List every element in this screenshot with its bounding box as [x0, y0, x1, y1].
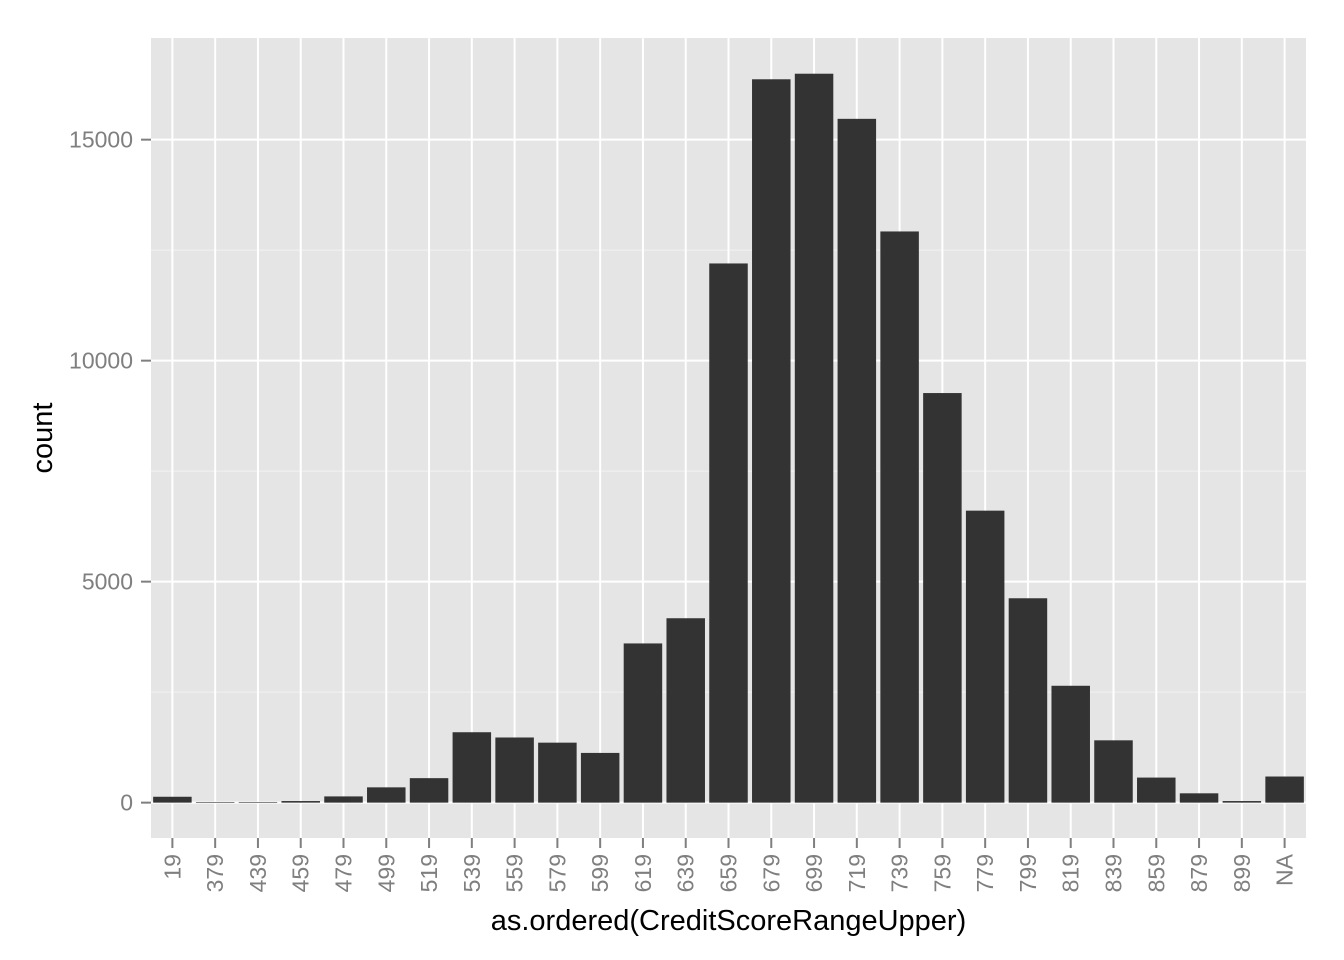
x-tick-label: 659 — [716, 854, 742, 892]
x-tick-label: 819 — [1058, 854, 1084, 892]
x-tick-label: 599 — [587, 854, 613, 892]
x-tick-label: 19 — [159, 854, 185, 880]
bar-NA — [1265, 776, 1304, 803]
x-tick-label: 559 — [502, 854, 528, 892]
x-tick-label: 799 — [1015, 854, 1041, 892]
bar-19 — [153, 796, 192, 803]
x-tick-label: NA — [1272, 853, 1298, 886]
x-tick-label: 779 — [972, 854, 998, 892]
bar-859 — [1137, 777, 1176, 803]
y-axis-ticks: 0 5000 10000 15000 — [69, 127, 151, 816]
bar-459 — [281, 801, 320, 803]
bar-619 — [623, 643, 663, 803]
x-tick-label: 759 — [929, 854, 955, 892]
x-tick-label: 679 — [758, 854, 784, 892]
bar-759 — [923, 393, 962, 803]
bar-719 — [837, 118, 877, 803]
bars — [153, 73, 1304, 803]
x-axis-title: as.ordered(CreditScoreRangeUpper) — [491, 905, 967, 937]
bar-739 — [880, 231, 919, 803]
bar-579 — [538, 742, 577, 803]
x-tick-label: 639 — [673, 854, 699, 892]
bar-539 — [452, 732, 492, 803]
y-tick-label: 15000 — [69, 127, 133, 153]
x-tick-label: 859 — [1143, 854, 1169, 892]
x-axis-ticks: 19 379 439 459 479 499 519 539 559 579 599 619 639 65… — [159, 838, 1298, 892]
x-tick-label: 719 — [844, 854, 870, 892]
x-tick-label: 439 — [245, 854, 271, 892]
y-axis-title: count — [27, 403, 59, 474]
x-tick-label: 879 — [1186, 854, 1212, 892]
bar-499 — [367, 787, 406, 803]
bar-559 — [495, 737, 534, 803]
y-tick-label: 5000 — [82, 569, 133, 595]
bar-799 — [1008, 598, 1048, 803]
x-tick-label: 899 — [1229, 854, 1255, 892]
bar-599 — [580, 752, 620, 803]
x-tick-label: 499 — [373, 854, 399, 892]
bar-779 — [965, 510, 1005, 803]
bar-839 — [1094, 740, 1133, 803]
bar-639 — [666, 618, 705, 803]
y-tick-label: 0 — [120, 790, 133, 816]
bar-659 — [709, 263, 748, 803]
x-tick-label: 839 — [1101, 854, 1127, 892]
x-tick-label: 459 — [288, 854, 314, 892]
bar-439 — [238, 802, 278, 803]
x-tick-label: 699 — [801, 854, 827, 892]
bar-899 — [1222, 801, 1262, 803]
bar-819 — [1051, 685, 1090, 803]
bar-479 — [324, 796, 363, 803]
y-tick-label: 10000 — [69, 348, 133, 374]
x-tick-label: 479 — [331, 854, 357, 892]
bar-379 — [195, 802, 235, 803]
bar-519 — [409, 778, 449, 803]
x-tick-label: 519 — [416, 854, 442, 892]
bar-879 — [1179, 793, 1219, 803]
x-tick-label: 579 — [544, 854, 570, 892]
x-tick-label: 539 — [459, 854, 485, 892]
bar-699 — [794, 73, 834, 803]
x-tick-label: 379 — [202, 854, 228, 892]
bar-679 — [752, 79, 791, 803]
x-tick-label: 619 — [630, 854, 656, 892]
x-tick-label: 739 — [887, 854, 913, 892]
